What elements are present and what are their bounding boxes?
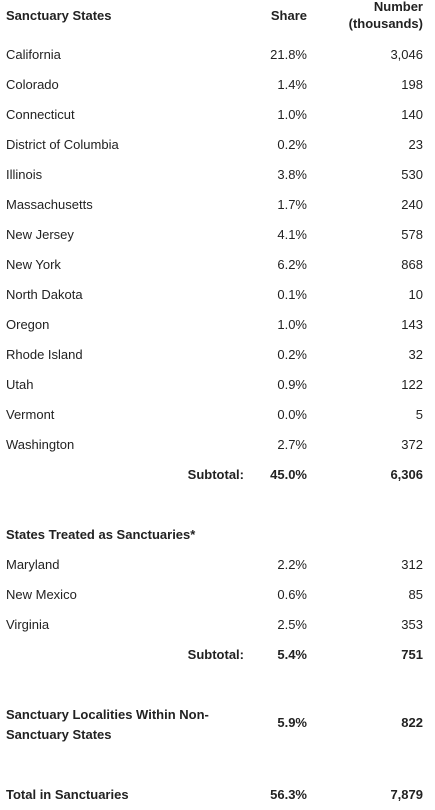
- state-name: Rhode Island: [6, 347, 83, 362]
- state-number: 122: [401, 377, 423, 392]
- localities-number: 822: [401, 715, 423, 730]
- state-share: 0.2%: [277, 137, 307, 152]
- state-share: 2.5%: [277, 617, 307, 632]
- state-name: Maryland: [6, 557, 60, 572]
- state-name: Oregon: [6, 317, 50, 332]
- subtotal-label: Subtotal:: [187, 647, 244, 662]
- total-number: 7,879: [390, 787, 423, 802]
- table-row: California 21.8% 3,046: [0, 40, 435, 70]
- state-share: 1.7%: [277, 197, 307, 212]
- header-number-line2: (thousands): [348, 16, 423, 31]
- state-name: New York: [6, 257, 61, 272]
- table-row: Utah 0.9% 122: [0, 370, 435, 400]
- state-share: 0.1%: [277, 287, 307, 302]
- state-number: 85: [408, 587, 423, 602]
- state-share: 2.7%: [277, 437, 307, 452]
- table-row: Oregon 1.0% 143: [0, 310, 435, 340]
- localities-label: Sanctuary Localities Within Non- Sanctua…: [6, 705, 246, 745]
- table-row: Virginia 2.5% 353: [0, 610, 435, 640]
- sanctuary-subtotal-row: Subtotal: 45.0% 6,306: [0, 460, 435, 490]
- state-number: 198: [401, 77, 423, 92]
- table-row: Colorado 1.4% 198: [0, 70, 435, 100]
- state-name: Illinois: [6, 167, 43, 182]
- table-row: New York 6.2% 868: [0, 250, 435, 280]
- table-row: North Dakota 0.1% 10: [0, 280, 435, 310]
- header-number: Number (thousands): [349, 0, 423, 32]
- state-name: New Jersey: [6, 227, 74, 242]
- treated-heading-row: States Treated as Sanctuaries*: [0, 520, 435, 550]
- subtotal-share: 5.4%: [277, 647, 307, 662]
- state-number: 530: [401, 167, 423, 182]
- state-name: North Dakota: [6, 287, 83, 302]
- state-number: 353: [401, 617, 423, 632]
- total-share: 56.3%: [270, 787, 307, 802]
- state-share: 0.0%: [277, 407, 307, 422]
- table-row: District of Columbia 0.2% 23: [0, 130, 435, 160]
- state-name: Utah: [6, 377, 34, 392]
- state-share: 3.8%: [277, 167, 307, 182]
- treated-subtotal-row: Subtotal: 5.4% 751: [0, 640, 435, 670]
- state-share: 4.1%: [277, 227, 307, 242]
- state-number: 5: [415, 407, 423, 422]
- state-name: New Mexico: [6, 587, 77, 602]
- subtotal-number: 6,306: [390, 467, 423, 482]
- state-number: 312: [401, 557, 423, 572]
- state-share: 21.8%: [270, 47, 307, 62]
- header-number-line1: Number: [373, 0, 423, 14]
- table-row: Rhode Island 0.2% 32: [0, 340, 435, 370]
- state-number: 23: [408, 137, 423, 152]
- state-name: Connecticut: [6, 107, 75, 122]
- table-row: Maryland 2.2% 312: [0, 550, 435, 580]
- state-number: 3,046: [390, 47, 423, 62]
- table-header: Sanctuary States Share Number (thousands…: [0, 0, 435, 32]
- state-number: 143: [401, 317, 423, 332]
- treated-heading: States Treated as Sanctuaries*: [6, 527, 196, 542]
- state-name: District of Columbia: [6, 137, 119, 152]
- header-share: Share: [270, 8, 307, 23]
- state-number: 578: [401, 227, 423, 242]
- header-sanctuary-states: Sanctuary States: [6, 8, 112, 23]
- state-share: 0.6%: [277, 587, 307, 602]
- state-name: Washington: [6, 437, 75, 452]
- total-row: Total in Sanctuaries 56.3% 7,879: [0, 780, 435, 810]
- state-name: Massachusetts: [6, 197, 93, 212]
- state-name: Colorado: [6, 77, 59, 92]
- localities-share: 5.9%: [277, 715, 307, 730]
- state-share: 1.4%: [277, 77, 307, 92]
- state-share: 6.2%: [277, 257, 307, 272]
- state-number: 240: [401, 197, 423, 212]
- table-row: Connecticut 1.0% 140: [0, 100, 435, 130]
- subtotal-number: 751: [401, 647, 423, 662]
- localities-row: Sanctuary Localities Within Non- Sanctua…: [0, 702, 435, 746]
- subtotal-label: Subtotal:: [187, 467, 244, 482]
- subtotal-share: 45.0%: [270, 467, 307, 482]
- state-name: Virginia: [6, 617, 50, 632]
- state-number: 32: [408, 347, 423, 362]
- table-row: Washington 2.7% 372: [0, 430, 435, 460]
- state-number: 10: [408, 287, 423, 302]
- state-name: California: [6, 47, 61, 62]
- localities-label-line2: Sanctuary States: [6, 727, 112, 742]
- state-number: 372: [401, 437, 423, 452]
- state-name: Vermont: [6, 407, 55, 422]
- table-row: Massachusetts 1.7% 240: [0, 190, 435, 220]
- table-row: New Mexico 0.6% 85: [0, 580, 435, 610]
- state-share: 1.0%: [277, 107, 307, 122]
- table-row: Illinois 3.8% 530: [0, 160, 435, 190]
- total-label: Total in Sanctuaries: [6, 787, 129, 802]
- state-number: 140: [401, 107, 423, 122]
- table-row: Vermont 0.0% 5: [0, 400, 435, 430]
- state-share: 1.0%: [277, 317, 307, 332]
- state-number: 868: [401, 257, 423, 272]
- table-row: New Jersey 4.1% 578: [0, 220, 435, 250]
- state-share: 0.9%: [277, 377, 307, 392]
- state-share: 0.2%: [277, 347, 307, 362]
- state-share: 2.2%: [277, 557, 307, 572]
- localities-label-line1: Sanctuary Localities Within Non-: [6, 707, 209, 722]
